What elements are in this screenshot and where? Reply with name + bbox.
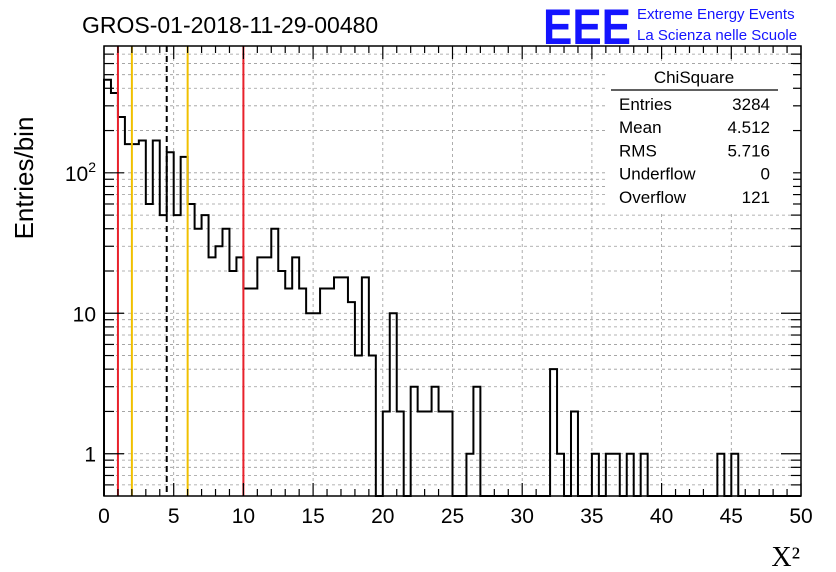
x-tick-label: 0 [98, 505, 110, 528]
x-tick-label: 30 [511, 505, 534, 528]
histogram-bin [411, 387, 418, 496]
histogram-bin [473, 387, 480, 496]
histogram-bin [229, 271, 236, 496]
y-tick-label: 1 [84, 444, 96, 467]
x-axis-tick-labels: 0 5 10 15 20 25 30 35 40 45 50 [98, 505, 813, 528]
y-tick-label: 102 [65, 159, 96, 186]
stats-value: 0 [761, 165, 770, 184]
stats-value: 3284 [732, 95, 770, 114]
histogram-bin [369, 356, 376, 496]
chart-title: GROS-01-2018-11-29-00480 [82, 12, 378, 38]
histogram-bin [188, 204, 195, 496]
histogram-bin [216, 246, 223, 496]
stats-value: 121 [742, 188, 770, 207]
x-tick-label: 35 [580, 505, 603, 528]
histogram-bin [146, 204, 153, 496]
histogram-bin [153, 140, 160, 496]
eee-logo-line2: La Scienza nelle Scuole [637, 27, 797, 44]
stats-value: 5.716 [727, 141, 770, 160]
grid-lines [104, 46, 801, 496]
histogram-bin [278, 271, 285, 496]
histogram-bin [313, 313, 320, 496]
histogram-bin [181, 157, 188, 496]
eee-logo: EEE Extreme Energy Events La Scienza nel… [543, 0, 797, 55]
x-tick-label: 10 [232, 505, 255, 528]
eee-logo-line1: Extreme Energy Events [637, 6, 795, 23]
histogram-bin [111, 93, 118, 496]
histogram-bin [104, 80, 111, 496]
histogram-bin [139, 140, 146, 496]
histogram-bin [348, 302, 355, 496]
x-tick-label: 5 [168, 505, 180, 528]
stats-header: ChiSquare [654, 68, 734, 87]
stats-value: 4.512 [727, 118, 770, 137]
y-axis-tick-labels: 1 10 102 [65, 159, 96, 467]
stats-label: RMS [619, 141, 657, 160]
histogram-bin [390, 313, 397, 496]
x-tick-label: 40 [650, 505, 673, 528]
stats-box: ChiSquare Entries 3284 Mean 4.512 RMS 5.716 Un… [607, 64, 793, 212]
y-tick-label: 10 [73, 303, 96, 326]
x-axis-label: X² [771, 542, 800, 572]
histogram-bin [195, 229, 202, 496]
stats-label: Overflow [619, 188, 687, 207]
histogram-bin [222, 229, 229, 496]
histogram-bin [271, 229, 278, 496]
x-tick-label: 15 [301, 505, 324, 528]
histogram-bin [306, 313, 313, 496]
reference-lines [116, 46, 245, 496]
x-tick-label: 45 [720, 505, 743, 528]
histogram-bin [432, 387, 439, 496]
x-tick-label: 50 [789, 505, 812, 528]
histogram-bin [118, 117, 125, 496]
histogram-bin [550, 369, 557, 496]
stats-label: Underflow [619, 165, 696, 184]
histogram-bin [355, 356, 362, 496]
stats-label: Entries [619, 95, 672, 114]
x-tick-label: 20 [371, 505, 394, 528]
x-axis-label-text: X² [771, 542, 800, 572]
y-axis-label: Entries/bin [9, 117, 39, 240]
eee-logo-letters: EEE [543, 0, 631, 55]
stats-label: Mean [619, 118, 662, 137]
x-tick-label: 25 [441, 505, 464, 528]
